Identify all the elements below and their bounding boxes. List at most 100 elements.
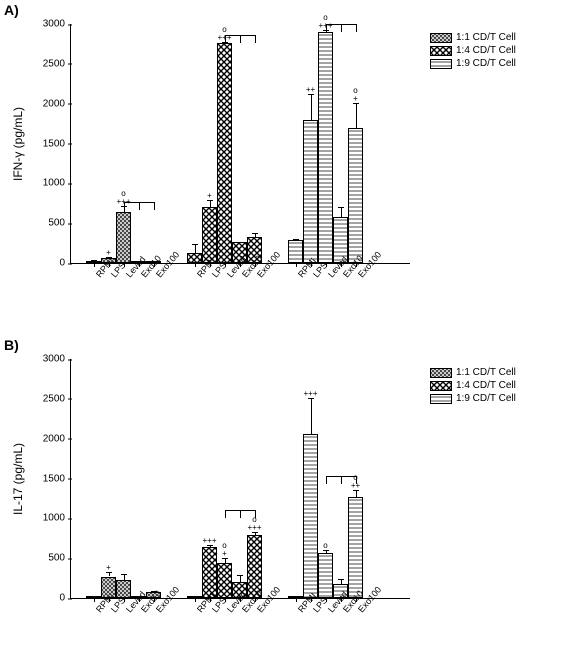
x-tick [139, 263, 140, 267]
significance-marker: o+ [222, 542, 227, 558]
x-tick-label: Exo100 [356, 608, 364, 614]
error-cap [151, 591, 157, 592]
error-cap [353, 103, 359, 104]
error-cap [308, 398, 314, 399]
x-tick [195, 263, 196, 267]
error-cap [237, 242, 243, 243]
y-tick-label: 500 [31, 553, 71, 564]
chart-area-B: 050010001500200025003000RPMI+LPSLevedExo… [70, 359, 410, 599]
x-tick [240, 598, 241, 602]
error-cap [252, 233, 258, 234]
bar [303, 120, 318, 263]
significance-marker: +++ [202, 537, 216, 545]
x-tick [94, 263, 95, 267]
bracket-drop [326, 24, 327, 32]
x-tick-label: Leved [124, 608, 132, 614]
x-tick [139, 598, 140, 602]
x-tick [311, 598, 312, 602]
error-bar [195, 244, 196, 253]
error-cap [293, 239, 299, 240]
error-bar [341, 207, 342, 217]
x-tick [311, 263, 312, 267]
bracket-drop [255, 510, 256, 518]
page-root: A) IFN-γ (pg/mL) 05001000150020002500300… [0, 0, 561, 671]
y-tick-label: 1500 [31, 138, 71, 149]
chart-area-A: 050010001500200025003000RPMI+LPSo+++Leve… [70, 24, 410, 264]
x-tick [326, 263, 327, 267]
x-tick-label: LPS [311, 273, 319, 279]
panel-letter-A: A) [4, 2, 19, 18]
x-tick-label: LPS [210, 273, 218, 279]
bar [318, 553, 333, 598]
legend-label: 1:1 CD/T Cell [456, 32, 516, 43]
bar [348, 128, 363, 263]
bar [232, 242, 247, 263]
significance-marker: + [106, 564, 111, 572]
panel-letter-B: B) [4, 337, 19, 353]
legend-item: 1:9 CD/T Cell [430, 393, 516, 404]
x-tick [154, 598, 155, 602]
y-tick-label: 2000 [31, 98, 71, 109]
bar [187, 253, 202, 263]
error-cap [252, 532, 258, 533]
y-tick-label: 2500 [31, 58, 71, 69]
bracket-drop [255, 35, 256, 43]
bar [232, 582, 247, 598]
error-cap [106, 257, 112, 258]
legend-A: 1:1 CD/T Cell 1:4 CD/T Cell 1:9 CD/T Cel… [430, 32, 516, 71]
bracket-drop [225, 510, 226, 518]
significance-marker: + [106, 249, 111, 257]
x-tick [154, 263, 155, 267]
error-cap [207, 545, 213, 546]
x-tick-label: Exo10 [240, 273, 248, 279]
legend-swatch-icon [430, 381, 452, 391]
y-tick-label: 2500 [31, 393, 71, 404]
x-tick-label: Exo100 [255, 273, 263, 279]
bar [348, 497, 363, 598]
bar [247, 237, 262, 263]
bracket-drop [341, 24, 342, 32]
y-tick-label: 2000 [31, 433, 71, 444]
y-tick-label: 1000 [31, 178, 71, 189]
x-tick [109, 263, 110, 267]
error-cap [353, 490, 359, 491]
bracket-drop [139, 202, 140, 210]
legend-swatch-icon [430, 368, 452, 378]
bar [217, 563, 232, 598]
legend-label: 1:9 CD/T Cell [456, 393, 516, 404]
error-bar [210, 200, 211, 207]
x-tick-label: Leved [225, 273, 233, 279]
error-cap [106, 572, 112, 573]
x-tick [210, 598, 211, 602]
x-tick [195, 598, 196, 602]
x-tick-label: RPMI [94, 608, 102, 614]
x-tick [225, 598, 226, 602]
error-cap [192, 244, 198, 245]
significance-marker: + [207, 192, 212, 200]
x-tick [124, 263, 125, 267]
x-tick-label: RPMI [94, 273, 102, 279]
bracket-drop [356, 476, 357, 484]
y-tick-label: 0 [31, 258, 71, 269]
bar [288, 240, 303, 263]
bracket-drop [240, 510, 241, 518]
y-tick-label: 0 [31, 593, 71, 604]
significance-marker: o+ [353, 87, 358, 103]
legend-label: 1:4 CD/T Cell [456, 380, 516, 391]
x-tick [296, 598, 297, 602]
x-tick-label: Exo10 [341, 273, 349, 279]
bar [202, 547, 217, 598]
legend-B: 1:1 CD/T Cell 1:4 CD/T Cell 1:9 CD/T Cel… [430, 367, 516, 406]
bracket-drop [225, 35, 226, 43]
y-tick-label: 500 [31, 218, 71, 229]
bar [116, 212, 131, 263]
x-tick-label: Leved [225, 608, 233, 614]
error-cap [207, 200, 213, 201]
x-tick [255, 598, 256, 602]
legend-label: 1:9 CD/T Cell [456, 58, 516, 69]
x-tick-label: RPMI [296, 608, 304, 614]
x-tick-label: Exo10 [139, 273, 147, 279]
significance-marker: ++ [306, 86, 315, 94]
bar [247, 535, 262, 598]
x-tick-label: LPS [109, 608, 117, 614]
